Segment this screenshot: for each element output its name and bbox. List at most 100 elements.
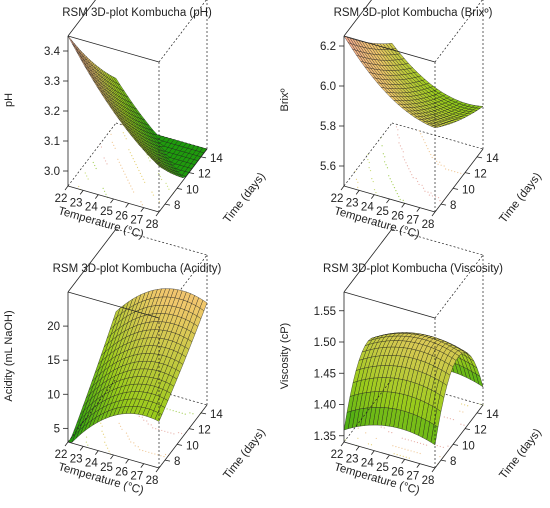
contour-point	[431, 195, 434, 197]
x-tick-mark	[416, 463, 421, 468]
contour-point	[384, 161, 386, 163]
contour-point	[442, 446, 444, 448]
contour-point	[393, 187, 396, 189]
contour-point	[101, 425, 103, 427]
contour-point	[134, 445, 136, 447]
y-tick-label: 10	[186, 184, 199, 196]
contour-point	[150, 424, 152, 426]
contour-point	[110, 133, 112, 135]
x-tick-mark	[155, 211, 160, 217]
contour-point	[127, 435, 129, 437]
y-tick-label: 10	[462, 184, 475, 196]
contour-point	[102, 433, 105, 435]
contour-point	[439, 445, 441, 448]
y-tick-label: 10	[462, 440, 475, 452]
contour-point	[439, 200, 441, 202]
contour-point	[118, 161, 120, 163]
contour-point	[380, 426, 382, 428]
x-tick-label: 24	[361, 202, 374, 214]
contour-point	[368, 167, 370, 169]
contour-point	[167, 431, 169, 433]
contour-point	[439, 456, 441, 458]
contour-point	[163, 456, 165, 458]
z-tick-label: 5.8	[320, 121, 336, 133]
contour-point	[392, 184, 394, 186]
contour-point	[158, 172, 160, 175]
contour-point	[401, 148, 403, 150]
contour-point	[398, 446, 400, 449]
panel-acidity: 22 23 24 25 26 27 28 8 10 12 14 5 10 15 20 RSM 3D-plot …	[3, 228, 268, 497]
contour-point	[84, 172, 86, 174]
contour-point	[105, 444, 107, 446]
x-tick-mark	[140, 207, 145, 212]
y-tick-mark	[176, 443, 183, 446]
y-axis-line	[434, 404, 484, 469]
contour-point	[405, 162, 407, 164]
contour-point	[406, 165, 409, 167]
contour-point	[78, 185, 80, 188]
chart-title: RSM 3D-plot Kombucha (Acidity)	[53, 263, 222, 275]
x-tick-label: 25	[100, 206, 113, 218]
contour-point	[102, 187, 104, 189]
contour-point	[177, 432, 180, 434]
contour-point	[401, 447, 403, 449]
contour-point	[405, 456, 407, 458]
contour-point	[402, 156, 404, 158]
contour-point	[85, 436, 88, 438]
contour-point	[125, 432, 128, 434]
z-tick-label: 1.40	[314, 400, 336, 412]
contour-point	[130, 185, 132, 187]
contour-point	[161, 178, 163, 181]
contour-point	[165, 182, 167, 184]
contour-point	[178, 411, 180, 413]
x-tick-mark	[125, 459, 129, 464]
contour-point	[431, 156, 433, 159]
z-tick-label: 1.50	[314, 337, 336, 349]
z-tick-label: 6.2	[320, 41, 336, 53]
contour-point	[85, 441, 87, 443]
contour-point	[142, 178, 144, 180]
y-tick-mark	[176, 187, 183, 190]
z-tick-label: 3.0	[44, 166, 60, 178]
contour-point	[152, 427, 154, 429]
contour-point	[428, 150, 430, 153]
contour-point	[164, 430, 166, 432]
z-tick-label: 20	[47, 321, 60, 333]
z-tick-label: 10	[47, 389, 60, 401]
z-tick-label: 5	[54, 423, 60, 435]
z-tick-label: 1.55	[314, 306, 336, 318]
contour-point	[144, 181, 146, 183]
contour-point	[104, 160, 107, 162]
chart-title: RSM 3D-plot Kombucha (Viscosity)	[323, 263, 503, 275]
x-tick-mark	[340, 441, 345, 447]
x-tick-mark	[95, 450, 99, 455]
contour-point	[402, 151, 404, 153]
x-tick-label: 26	[115, 210, 128, 222]
contour-point	[130, 441, 132, 443]
z-tick-label: 3.4	[44, 46, 61, 58]
z-tick-label: 3.1	[44, 136, 60, 148]
y-tick-label: 14	[486, 153, 499, 165]
contour-point	[345, 439, 347, 441]
x-tick-label: 23	[70, 453, 83, 465]
contour-point	[86, 175, 88, 177]
contour-point	[391, 432, 393, 434]
contour-point	[436, 445, 438, 447]
y-tick-mark	[200, 156, 207, 159]
z-tick-label: 6.0	[320, 81, 336, 93]
contour-point	[452, 418, 455, 421]
y-axis-label: Time (days)	[497, 171, 544, 226]
contour-point	[135, 163, 137, 166]
y-tick-label: 14	[486, 409, 499, 421]
contour-point	[106, 163, 108, 165]
y-tick-mark	[188, 172, 195, 175]
contour-point	[423, 139, 425, 141]
x-tick-mark	[386, 454, 390, 460]
y-axis-line	[158, 148, 208, 213]
contour-point	[134, 160, 136, 163]
contour-point	[408, 168, 410, 170]
x-tick-label: 23	[70, 197, 83, 209]
contour-point	[142, 449, 144, 452]
contour-point	[119, 425, 122, 427]
